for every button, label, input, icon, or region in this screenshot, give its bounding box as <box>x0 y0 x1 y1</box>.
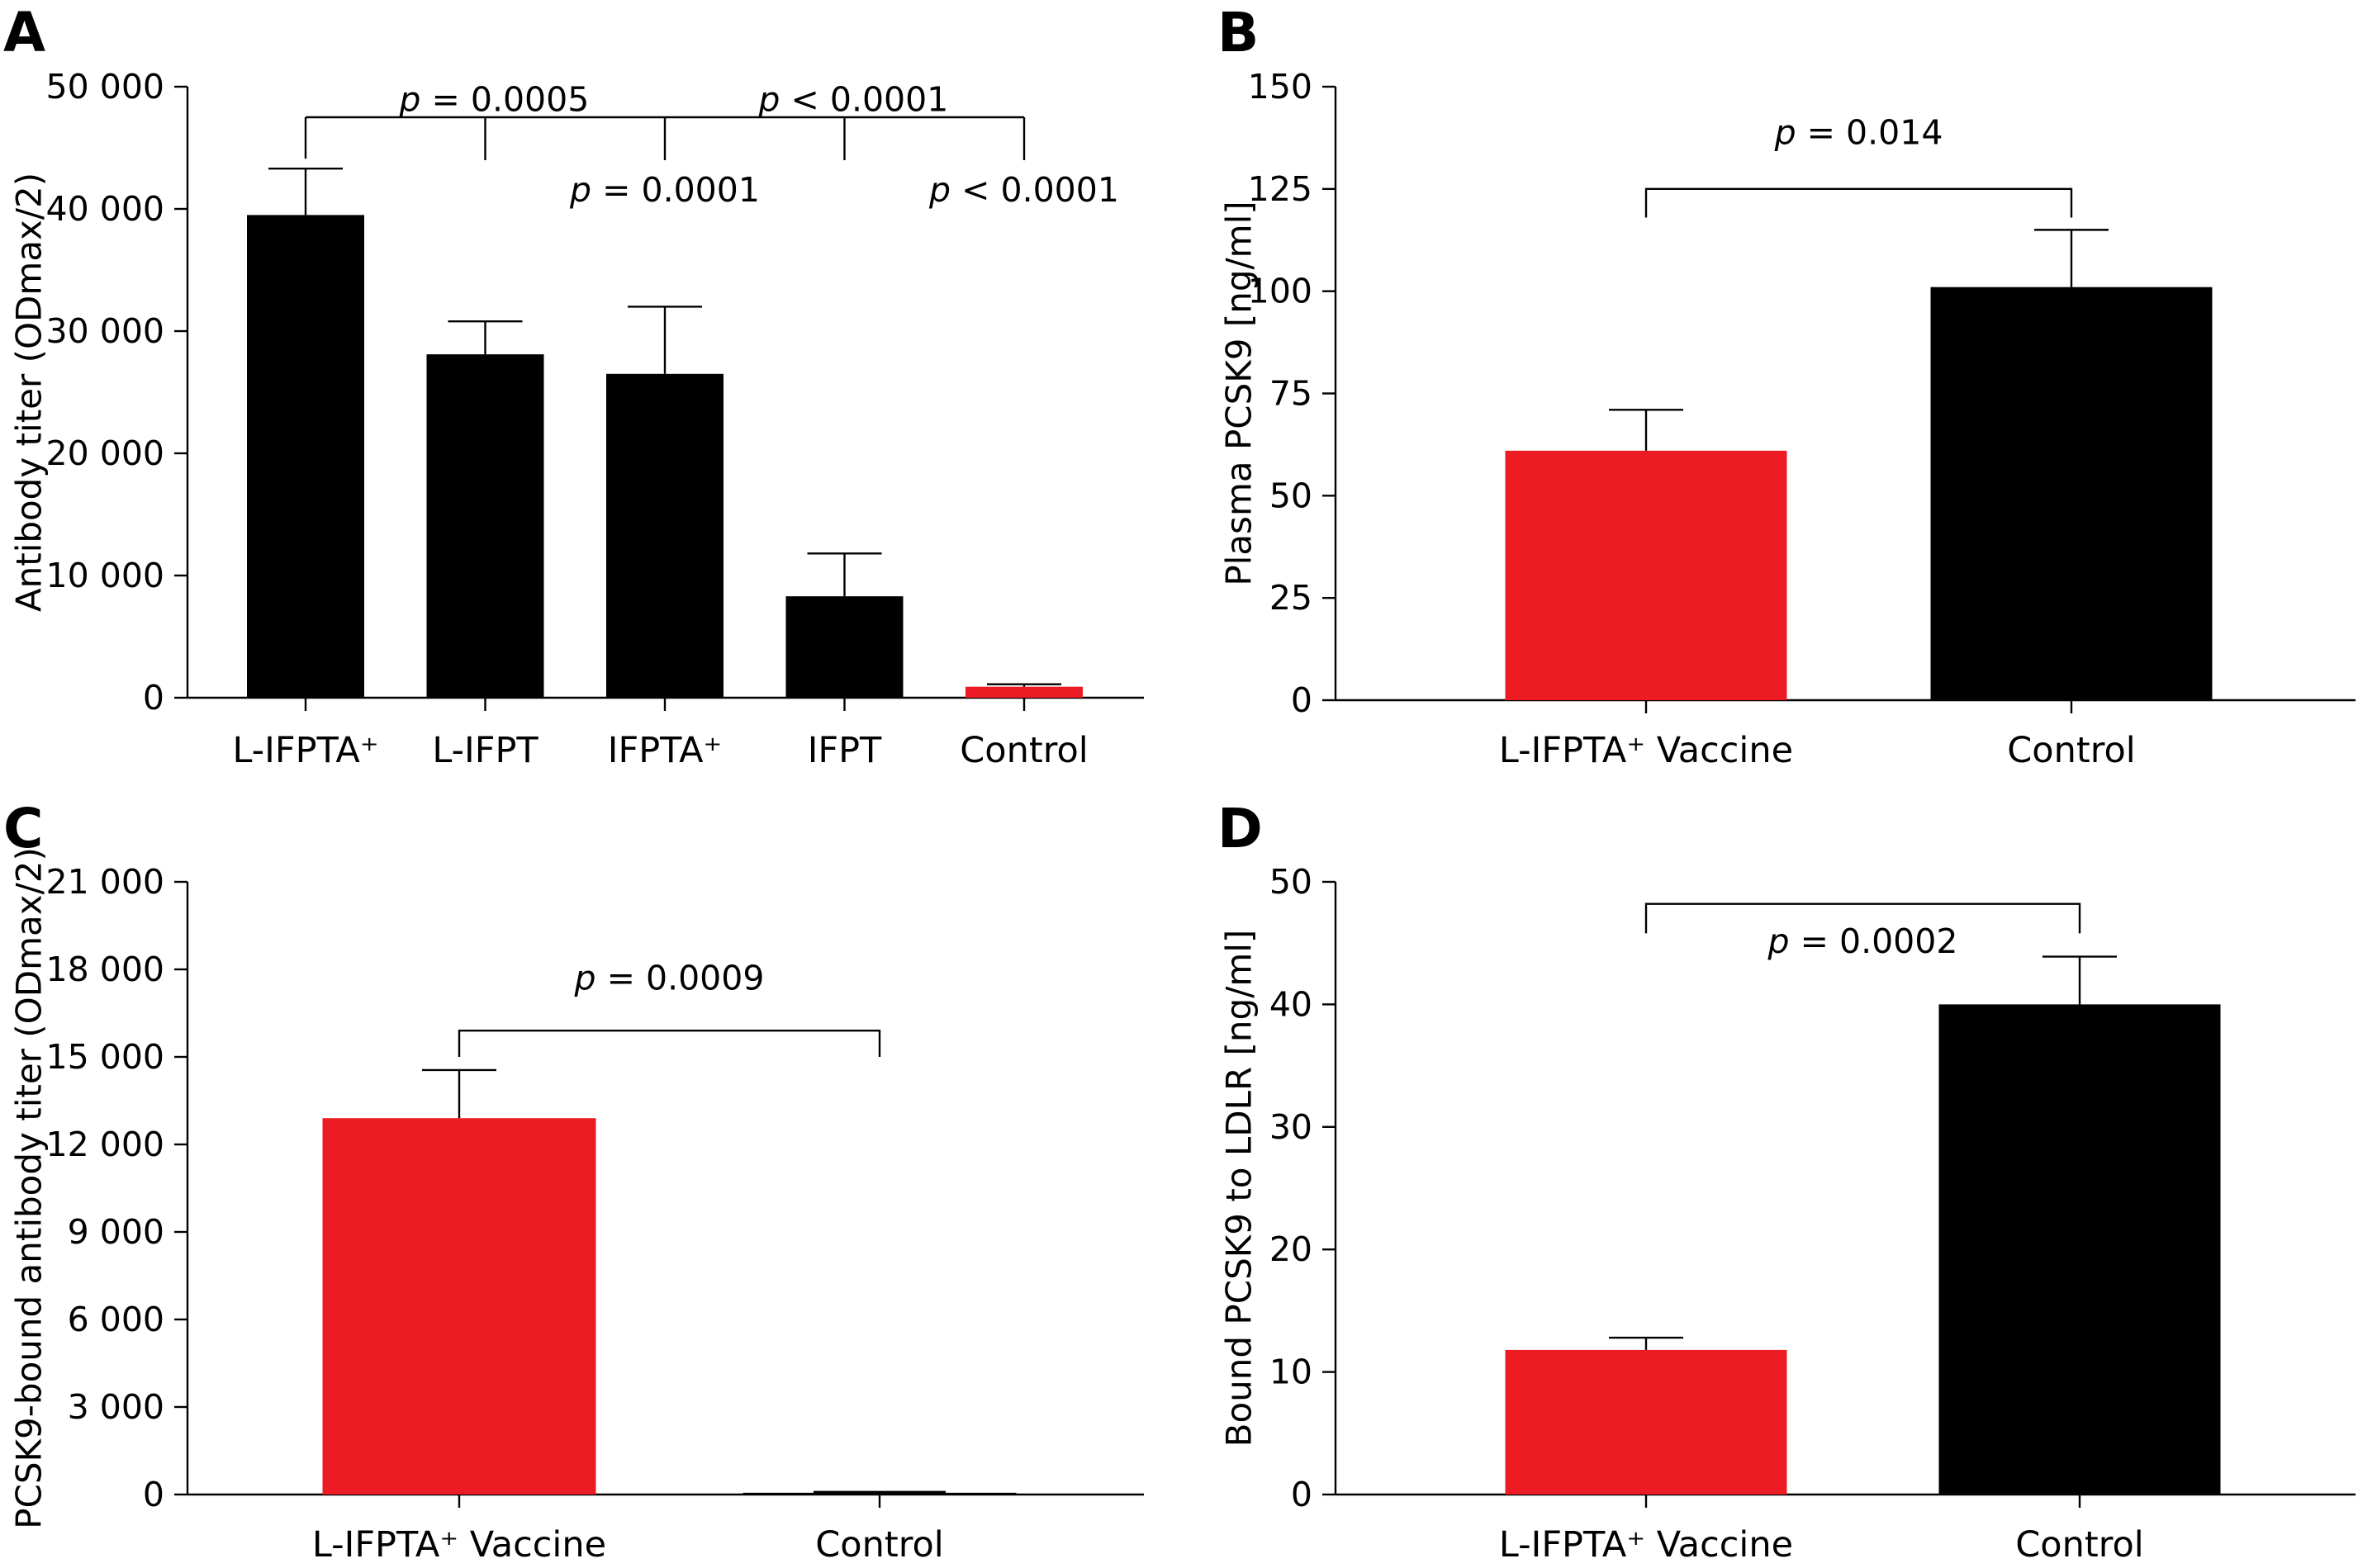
bar <box>743 1492 1017 1495</box>
bar <box>606 373 724 698</box>
y-axis-label: Bound PCSK9 to LDLR [ng/ml] <box>1219 930 1260 1447</box>
p-value-label: p = 0.0005 <box>398 80 589 120</box>
bar <box>247 215 364 698</box>
category-label: L-IFPTA⁺ Vaccine <box>1499 730 1793 771</box>
p-value-text: = 0.0005 <box>420 80 589 120</box>
bar <box>426 354 544 698</box>
p-value-label: p = 0.0001 <box>569 170 760 210</box>
bar <box>1505 450 1787 700</box>
error-bar <box>987 683 1061 687</box>
category-label: IFPT <box>808 730 882 771</box>
bar <box>785 596 904 698</box>
bar <box>322 1118 596 1495</box>
panel-letter: A <box>3 1 45 64</box>
bar <box>965 686 1083 698</box>
p-value-label: p = 0.014 <box>1774 112 1943 152</box>
y-tick-label: 0 <box>143 678 164 718</box>
panel-a: A 0 10 000 20 000 30 000 40 000 50 000 Antibody… <box>3 1 1144 771</box>
y-tick-label: 40 000 <box>46 189 164 229</box>
p-value-label: p < 0.0001 <box>757 80 948 120</box>
y-tick-label: 125 <box>1248 169 1312 209</box>
y-tick-label: 15 000 <box>46 1037 164 1077</box>
y-tick-label: 50 <box>1269 862 1312 902</box>
p-value-label: p = 0.0002 <box>1767 921 1958 961</box>
y-tick-label: 12 000 <box>46 1125 164 1164</box>
category-label: Control <box>2015 1524 2143 1566</box>
y-tick-label: 0 <box>1291 1475 1312 1514</box>
y-tick-label: 50 000 <box>46 67 164 107</box>
category-label: L-IFPTA⁺ Vaccine <box>312 1524 606 1566</box>
p-value-text: = 0.014 <box>1796 112 1943 152</box>
y-tick-label: 18 000 <box>46 950 164 989</box>
y-tick-label: 6 000 <box>68 1300 164 1339</box>
panel-letter: B <box>1217 1 1259 64</box>
y-tick-label: 21 000 <box>46 862 164 902</box>
p-value-text: < 0.0001 <box>780 80 948 120</box>
y-tick-label: 40 <box>1269 984 1312 1024</box>
y-tick-label: 10 000 <box>46 556 164 595</box>
y-tick-label: 20 <box>1269 1229 1312 1269</box>
p-symbol: p <box>569 170 591 210</box>
bar <box>1938 1004 2221 1495</box>
error-bar <box>2042 955 2117 1005</box>
category-label: Control <box>960 730 1088 771</box>
error-bar <box>628 306 702 374</box>
y-tick-label: 50 <box>1269 476 1312 515</box>
category-label: Control <box>815 1524 943 1566</box>
error-bar <box>2034 229 2109 287</box>
p-value-text: = 0.0001 <box>591 170 760 210</box>
p-symbol: p <box>928 170 951 210</box>
p-value-text: = 0.0002 <box>1790 921 1958 961</box>
y-tick-label: 75 <box>1269 374 1312 414</box>
y-tick-label: 150 <box>1248 67 1312 107</box>
error-bar <box>268 167 343 216</box>
error-bar <box>807 552 882 597</box>
error-bar <box>1609 1336 1683 1350</box>
p-symbol: p <box>1774 112 1796 152</box>
y-tick-label: 0 <box>143 1475 164 1514</box>
category-label: L-IFPT <box>432 730 538 771</box>
panel-b: B 0 25 50 75 100 125 150 Plasma PCSK9 [ng/ml] L-I… <box>1217 1 2356 771</box>
p-value-text: < 0.0001 <box>951 170 1119 210</box>
p-symbol: p <box>1767 921 1790 961</box>
y-tick-label: 3 000 <box>68 1387 164 1427</box>
p-value-text: = 0.0009 <box>596 959 765 998</box>
y-tick-label: 30 000 <box>46 311 164 351</box>
p-value-label: p = 0.0009 <box>574 959 765 998</box>
bar <box>1930 287 2213 700</box>
panel-letter: C <box>3 797 43 860</box>
category-label: L-IFPTA⁺ <box>232 730 378 771</box>
category-label: IFPTA⁺ <box>608 730 722 771</box>
y-tick-label: 100 <box>1248 272 1312 311</box>
error-bar <box>448 320 523 355</box>
bar <box>1505 1349 1787 1495</box>
error-bar <box>422 1068 496 1119</box>
significance-bracket <box>1644 902 2081 934</box>
p-symbol: p <box>574 959 596 998</box>
panel-c: C 0 3 000 6 000 9 000 12 000 15 000 18 000 21 00… <box>3 797 1144 1566</box>
y-tick-label: 20 000 <box>46 433 164 473</box>
category-label: L-IFPTA⁺ Vaccine <box>1499 1524 1793 1566</box>
significance-bracket <box>458 1030 881 1057</box>
error-bar <box>1609 409 1683 451</box>
category-label: Control <box>2007 730 2135 771</box>
y-tick-label: 9 000 <box>68 1212 164 1252</box>
y-axis-label: Antibody titer (ODmax/2) <box>9 173 50 612</box>
panel-letter: D <box>1217 797 1263 860</box>
y-tick-label: 0 <box>1291 680 1312 720</box>
y-tick-label: 10 <box>1269 1352 1312 1392</box>
y-axis-label: Plasma PCSK9 [ng/ml] <box>1219 201 1260 585</box>
p-symbol: p <box>757 80 780 120</box>
significance-bracket <box>1644 187 2073 218</box>
y-tick-label: 25 <box>1269 578 1312 618</box>
p-value-label: p < 0.0001 <box>928 170 1119 210</box>
p-symbol: p <box>398 80 420 120</box>
y-tick-label: 30 <box>1269 1107 1312 1147</box>
y-axis-label: PCSK9-bound antibody titer (ODmax/2) <box>9 847 50 1529</box>
